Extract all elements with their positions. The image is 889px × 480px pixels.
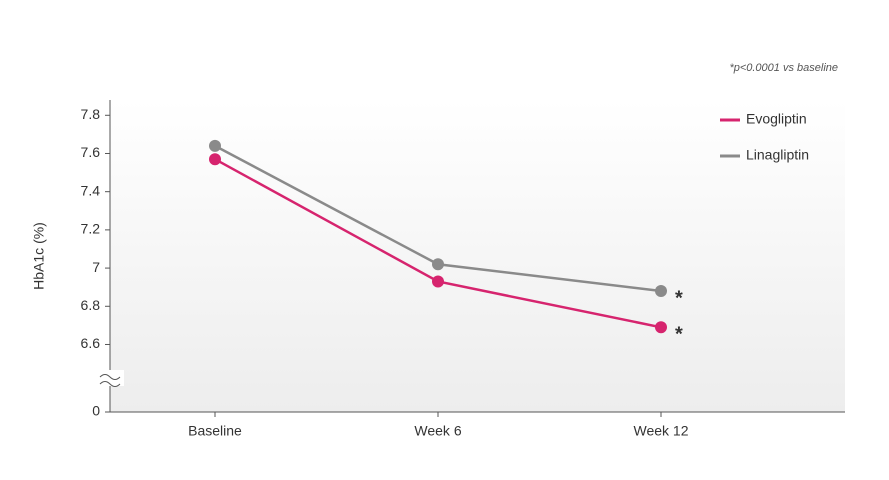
y-tick-label: 0 — [92, 403, 100, 419]
y-tick-label: 7.8 — [81, 106, 101, 122]
plot-background — [110, 100, 845, 412]
y-tick-label: 6.8 — [81, 297, 101, 313]
y-axis-label: HbA1c (%) — [31, 222, 47, 290]
y-tick-label: 7.4 — [81, 182, 101, 198]
x-tick-label: Week 12 — [634, 423, 689, 439]
significance-marker: * — [675, 324, 683, 346]
axis-break — [99, 374, 121, 387]
y-tick-label: 7.6 — [81, 144, 101, 160]
data-point — [655, 285, 667, 297]
significance-marker: * — [675, 287, 683, 309]
data-point — [432, 275, 444, 288]
y-tick-label: 6.6 — [81, 335, 101, 351]
data-point — [209, 153, 221, 166]
y-tick-label: 7 — [92, 259, 100, 275]
data-point — [432, 258, 444, 271]
data-point — [655, 321, 667, 334]
x-tick-label: Baseline — [188, 423, 242, 439]
legend-label: Evogliptin — [746, 111, 807, 127]
footnote: *p<0.0001 vs baseline — [729, 62, 838, 74]
legend-label: Linagliptin — [746, 147, 809, 163]
data-point — [209, 139, 221, 152]
x-tick-label: Week 6 — [414, 423, 461, 439]
y-tick-label: 7.2 — [81, 221, 101, 237]
